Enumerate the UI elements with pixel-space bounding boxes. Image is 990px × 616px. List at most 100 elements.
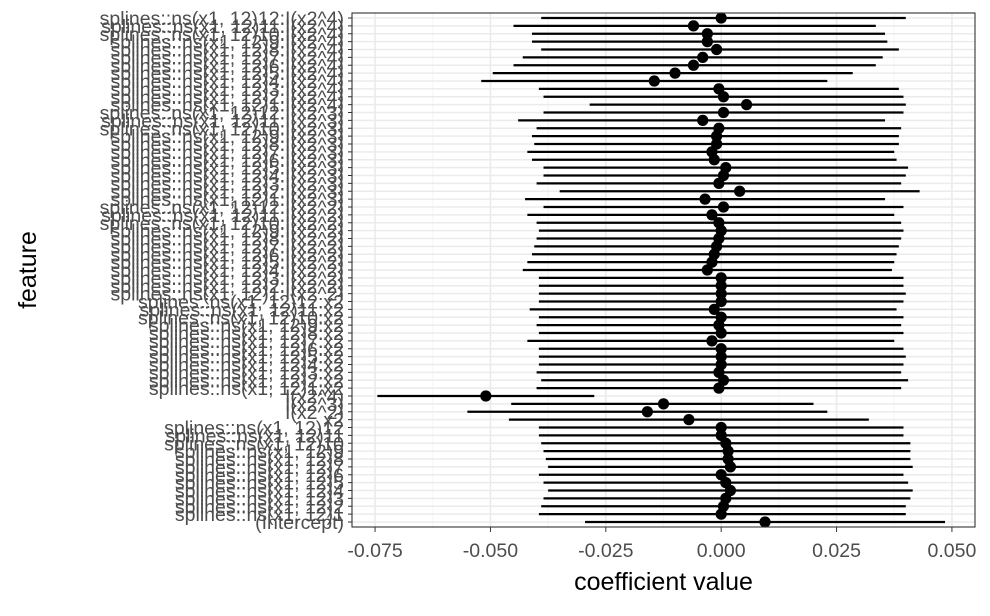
y-axis-label: feature [14,231,42,309]
y-tick-label: I(x2^2) [285,402,344,424]
y-tick-label: splines::ns(x1, 12)12:I(x2^4) [100,8,344,30]
y-tick-label: splines::ns(x1, 12)5:x2 [149,347,344,369]
y-tick-label: I(x2^3) [285,394,344,416]
y-tick-label: splines::ns(x1, 12)11:I(x2^4) [101,16,344,38]
y-tick-label: splines::ns(x1, 12)8:x2 [149,323,344,345]
estimate-point [734,185,746,197]
estimate-point [669,67,681,79]
estimate-point [641,406,653,418]
y-tick-label: splines::ns(x1, 12)1:I(x2^2) [111,284,345,306]
y-tick-label: (Intercept) [255,512,344,534]
y-tick-label: splines::ns(x1, 12)9:x2 [149,315,344,337]
y-tick-label: splines::ns(x1, 12)8:I(x2^4) [111,40,345,62]
estimate-point [706,335,718,347]
estimate-point [687,59,700,71]
y-tick-label-layer: splines::ns(x1, 12)12:I(x2^4)splines::ns… [100,8,352,534]
y-tick-label: splines::ns(x1, 12)8:I(x2^3) [111,134,345,156]
y-tick-label: splines::ns(x1, 12)2 [175,496,344,518]
estimate-point [706,209,718,221]
x-tick-label: -0.025 [578,540,633,562]
x-tick-label: 0.050 [928,540,977,562]
estimate-point [648,75,660,87]
y-tick-label: splines::ns(x1, 12)7:x2 [149,331,344,353]
estimate-point [715,272,727,284]
y-tick-label: splines::ns(x1, 12)6:I(x2^2) [111,244,345,266]
y-tick-label: splines::ns(x1, 12)6:I(x2^3) [111,150,345,172]
estimate-point [708,154,720,166]
y-tick-label: splines::ns(x1, 12)11:I(x2^3) [101,110,344,132]
y-tick-label: splines::ns(x1, 12)12:I(x2^2) [100,197,344,219]
y-tick-label: splines::ns(x1, 12)1:I(x2^4) [111,95,345,117]
y-tick-label: splines::ns(x1, 12)10:I(x2^3) [100,118,344,140]
estimate-point [715,421,727,434]
x-tick-label: 0.000 [697,540,746,562]
y-tick-label: splines::ns(x1, 12)4:I(x2^3) [111,166,345,188]
y-tick-label: splines::ns(x1, 12)7 [175,457,344,479]
estimate-point [715,288,727,300]
estimate-point [722,445,734,457]
y-tick-label: splines::ns(x1, 12)9:I(x2^4) [111,32,345,54]
estimate-point [724,461,737,473]
y-tick-label: splines::ns(x1, 12)1:x2 [149,378,344,400]
y-tick-label: splines::ns(x1, 12)12:I(x2^3) [100,103,344,125]
estimate-point [710,43,723,56]
y-tick-label: splines::ns(x1, 12)10:I(x2^4) [100,24,344,46]
x-tick-layer: -0.075 -0.050 -0.025 0.000 0.025 0.050 [347,527,976,562]
y-tick-label: splines::ns(x1, 12)3:I(x2^4) [111,79,345,101]
y-tick-label: splines::ns(x1, 12)9:I(x2^2) [111,221,345,243]
y-tick-label: splines::ns(x1, 12)5:I(x2^4) [111,63,345,85]
y-tick-label: splines::ns(x1, 12)5 [175,473,344,495]
y-tick-label: splines::ns(x1, 12)2:I(x2^4) [111,87,345,109]
estimate-point [697,114,709,126]
y-tick-label: splines::ns(x1, 12)8 [175,449,344,471]
y-tick-label: I(x2^4) [285,386,344,408]
y-tick-label: splines::ns(x1, 12)1 [175,504,344,526]
estimate-point [715,12,727,24]
y-tick-label: splines::ns(x1, 12)2:I(x2^2) [111,276,345,298]
estimate-point [701,264,713,276]
y-tick-label: splines::ns(x1, 12)7:I(x2^4) [111,47,345,69]
y-tick-label: splines::ns(x1, 12)6:x2 [149,339,344,361]
estimate-point [701,36,713,48]
y-tick-label: splines::ns(x1, 12)6:I(x2^4) [111,55,345,77]
y-tick-label: splines::ns(x1, 12)10 [164,433,344,455]
estimate-point [759,516,771,528]
estimate-point [699,193,711,205]
y-tick-label: splines::ns(x1, 12)6 [175,465,344,487]
estimate-point [683,414,695,426]
y-tick-label: splines::ns(x1, 12)10:I(x2^2) [100,213,344,235]
y-tick-label: splines::ns(x1, 12)12:x2 [138,292,344,314]
y-tick-label: splines::ns(x1, 12)3:I(x2^2) [111,268,345,290]
y-tick-label: splines::ns(x1, 12)9:I(x2^3) [111,126,345,148]
y-tick-label: splines::ns(x1, 12)1:I(x2^3) [111,189,345,211]
x-tick-label: -0.050 [463,540,518,562]
estimate-point [717,106,730,119]
estimate-point [657,398,670,410]
y-tick-label: splines::ns(x1, 12)5:I(x2^2) [111,252,345,274]
x-tick-label: -0.075 [347,540,402,562]
y-tick-label: splines::ns(x1, 12)11:x2 [140,299,345,321]
estimate-point [715,343,727,355]
y-tick-label: splines::ns(x1, 12)12 [164,418,344,440]
point-layer [480,12,771,528]
estimate-point [687,20,700,32]
y-tick-label: splines::ns(x1, 12)2:I(x2^3) [111,181,345,203]
y-tick-label: splines::ns(x1, 12)7:I(x2^2) [111,236,345,258]
estimate-point [710,130,723,142]
estimate-point [715,351,727,363]
estimate-point [715,508,727,520]
estimate-point [715,295,727,308]
y-tick-label: splines::ns(x1, 12)3:x2 [149,362,344,384]
y-tick-label: splines::ns(x1, 12)4:x2 [149,355,344,377]
estimate-point [740,99,753,111]
estimate-point [713,382,725,394]
estimate-point [715,327,727,339]
y-tick-label: splines::ns(x1, 12)4:I(x2^2) [111,260,345,282]
y-tick-label: splines::ns(x1, 12)11:I(x2^2) [101,205,344,227]
y-tick-label: splines::ns(x1, 12)2:x2 [149,370,344,392]
estimate-point [713,177,725,189]
y-tick-label: splines::ns(x1, 12)8:I(x2^2) [111,229,345,251]
y-tick-label: splines::ns(x1, 12)7:I(x2^3) [111,142,345,164]
